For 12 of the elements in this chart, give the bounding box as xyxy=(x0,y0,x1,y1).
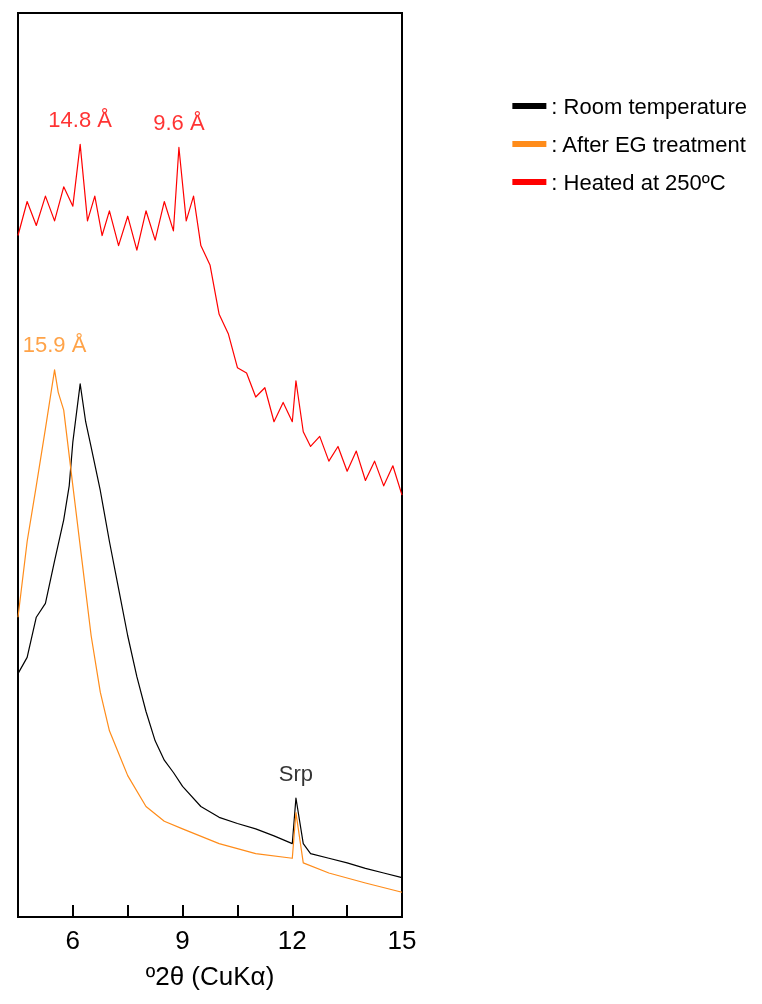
x-tick-label: 9 xyxy=(175,925,190,955)
x-axis-title: º2θ (CuKα) xyxy=(145,961,275,991)
x-tick-label: 6 xyxy=(65,925,81,955)
annotation: 14.8 Å xyxy=(48,106,113,132)
annotation: 15.9 Å xyxy=(22,332,87,358)
legend-label: : Room temperature xyxy=(551,93,747,119)
x-tick-label: 12 xyxy=(277,925,307,955)
legend-label: : After EG treatment xyxy=(551,131,746,157)
legend-label: : Heated at 250ºC xyxy=(551,169,726,195)
x-tick-label: 15 xyxy=(387,925,417,955)
annotation: Srp xyxy=(278,760,314,786)
annotation: 9.6 Å xyxy=(153,109,205,135)
